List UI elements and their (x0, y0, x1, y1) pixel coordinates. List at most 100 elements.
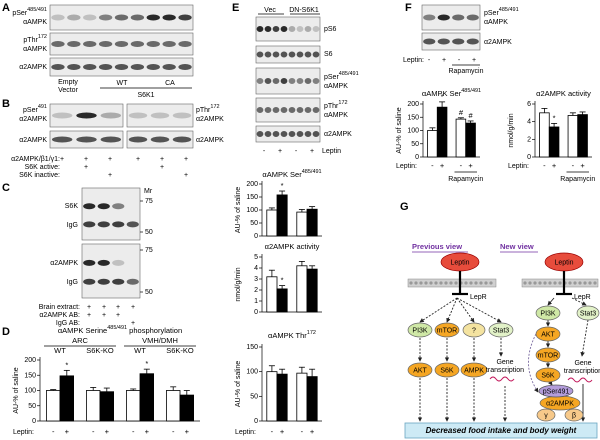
blot-band (126, 278, 139, 285)
text-part: αAMPK Thr (268, 331, 307, 340)
arrow (446, 297, 458, 323)
text-part: S6K-KO (166, 346, 194, 355)
label: 75 (145, 247, 153, 254)
label: + (442, 57, 446, 64)
text-part: S6K (440, 367, 454, 374)
y-axis-label: AU-% of saline (396, 107, 403, 153)
y-tick-label: 5 (254, 254, 258, 261)
y-tick-label: 100 (407, 127, 419, 134)
label: + (160, 164, 164, 171)
label: Brain extract: (39, 304, 80, 311)
text-part: + (116, 304, 120, 311)
bar (99, 391, 115, 422)
y-tick-label: 150 (407, 114, 419, 121)
text-part: 491 (38, 104, 47, 110)
label: α2AMPK (19, 137, 47, 144)
lipid (424, 281, 428, 285)
lipid (454, 281, 458, 285)
label: pSer491 (23, 104, 47, 113)
arrow (580, 319, 589, 357)
text-part: Rapamycin (448, 176, 483, 183)
text-part: + (468, 161, 473, 170)
label: + (116, 312, 120, 319)
text-part: WT (134, 346, 146, 355)
text-part: * (281, 276, 284, 285)
x-tick-label: - (572, 161, 575, 170)
x-tick-label: + (65, 427, 70, 436)
label: + (84, 156, 88, 163)
text-part: 200 (407, 101, 419, 108)
text-part: pSer (12, 10, 27, 17)
node-label: Leptin (450, 259, 469, 266)
blot (255, 45, 321, 64)
arrow (456, 297, 502, 323)
blot-band (51, 41, 65, 47)
text-part: 1 (254, 298, 258, 305)
blot-band (304, 78, 312, 84)
label: IgG AB: (56, 320, 80, 327)
text-part: + (160, 164, 164, 171)
blot-band (288, 131, 296, 137)
blot-band (288, 78, 296, 84)
text-part: S6K (541, 372, 555, 379)
node-label: β (572, 412, 576, 419)
blot-band (288, 51, 296, 58)
label: Vector (58, 87, 79, 94)
node (535, 367, 561, 383)
label: pSer485/491 (484, 7, 519, 16)
panel-label: G (400, 201, 409, 213)
x-tick-label: + (310, 427, 315, 436)
text-part: E (232, 2, 239, 14)
text-part: 2 (254, 287, 258, 294)
label: 75 (145, 198, 153, 205)
text-part: Leptin: (396, 163, 417, 170)
blot-band (272, 131, 280, 137)
text-part: S6 (324, 51, 333, 58)
text-part: + (440, 161, 445, 170)
text-part: IgG AB: (56, 320, 80, 327)
blot-band (130, 41, 145, 47)
text-part: + (84, 164, 88, 171)
y-tick-label: 2 (254, 287, 258, 294)
blot-band (172, 136, 192, 143)
text-part: pSer491 (543, 388, 570, 395)
text-part: 50 (250, 220, 258, 227)
label: pThr172 (196, 104, 220, 113)
dna (489, 376, 515, 382)
label: α2AMPK (196, 137, 224, 144)
lipid (533, 281, 537, 285)
blot-band (100, 112, 122, 119)
blot-band (98, 64, 113, 70)
label: WT (117, 80, 129, 87)
text-part: * (145, 359, 148, 368)
text-part: Leptin: (13, 429, 34, 436)
group-label: VMH/DMH (142, 336, 178, 345)
node-label: AKT (541, 331, 555, 338)
node (535, 305, 561, 321)
text-part: nmol/g/min (508, 113, 515, 147)
bar (266, 209, 278, 237)
text-part: + (442, 57, 446, 64)
text-part: + (87, 312, 91, 319)
blot-band (130, 14, 145, 21)
text-part: 485/491 (27, 7, 47, 13)
text-part: 2 (527, 136, 531, 143)
blot-band (51, 14, 65, 21)
outcome-label: Decreased food intake and body weight (426, 426, 577, 435)
x-tick-label: + (185, 427, 190, 436)
label: Vec (264, 7, 276, 14)
panel-label: F (405, 2, 412, 14)
bar (276, 288, 288, 313)
y-tick-label: 150 (246, 194, 258, 201)
chart-title: α2AMPK activity (536, 89, 591, 98)
text-part: AU-% of saline (13, 367, 20, 413)
label: S6K active: (25, 164, 60, 171)
text-part: Rapamycin (560, 176, 595, 183)
text-part: G (400, 201, 409, 213)
bar (455, 118, 467, 158)
lipid (429, 281, 433, 285)
blot-band (178, 14, 192, 21)
label: αAMPK (324, 112, 348, 119)
blot-band (452, 14, 465, 21)
text-part: AKT (413, 367, 427, 374)
